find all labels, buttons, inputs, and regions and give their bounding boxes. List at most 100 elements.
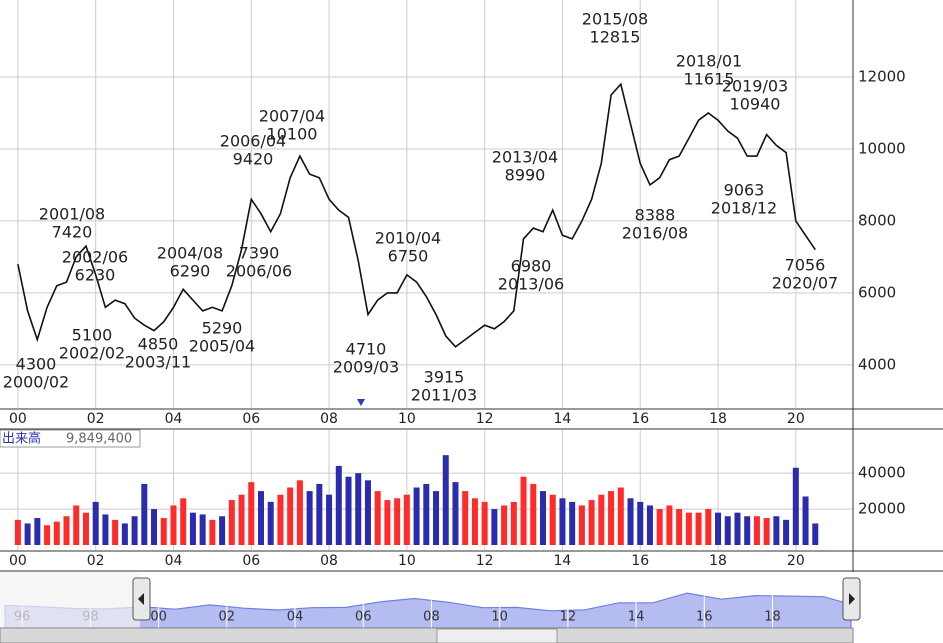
volume-bar [539, 491, 546, 545]
volume-bar [374, 491, 381, 545]
volume-bar [783, 519, 790, 545]
annotation-value: 4710 [346, 340, 387, 359]
volume-bar [73, 505, 80, 545]
y-tick-label: 12000 [858, 67, 906, 85]
x-tick-label: 00 [9, 553, 27, 569]
volume-bar [530, 483, 537, 545]
plot-layer: 00 02 04 06 08 10 12 14 16 18 20 4000 6000 8000 10000 1… [0, 0, 906, 629]
volume-bar [131, 516, 138, 545]
annotation-date: 2002/06 [62, 248, 128, 267]
volume-bar [296, 480, 303, 545]
x-tick-label: 14 [554, 553, 572, 569]
annotation-date: 2018/12 [711, 199, 777, 218]
annotation-date: 2002/02 [59, 344, 125, 363]
scroll-track[interactable] [0, 627, 854, 643]
x-tick-label: 02 [219, 610, 236, 625]
volume-bar [160, 518, 167, 545]
y-tick-label: 8000 [858, 211, 896, 229]
frame [0, 0, 943, 572]
y-tick-label: 10000 [858, 139, 906, 157]
volume-bar [753, 516, 760, 545]
annotation-value: 5290 [202, 319, 243, 338]
volume-bar [364, 480, 371, 545]
volume-bar [433, 491, 440, 545]
volume-bar [248, 482, 255, 545]
volume-bar [423, 483, 430, 545]
annotation-value: 9420 [233, 150, 274, 169]
annotation-date: 2007/04 [259, 107, 325, 126]
annotation-date: 2003/11 [125, 353, 191, 372]
annotation-date: 2000/02 [3, 373, 69, 392]
volume-bar [34, 518, 41, 545]
annotation-date: 2011/03 [411, 386, 477, 405]
price-line [17, 82, 816, 348]
volume-bar [267, 501, 274, 545]
scroll-thumb[interactable] [436, 628, 558, 643]
annotation-value: 4850 [138, 335, 179, 354]
volume-bar [277, 494, 284, 545]
x-tick-label: 16 [631, 553, 649, 569]
volume-bar [695, 512, 702, 545]
volume-bar [656, 509, 663, 545]
volume-bar [569, 501, 576, 545]
annotation-value: 6230 [75, 266, 116, 285]
volume-bar [384, 500, 391, 545]
volume-bar [734, 512, 741, 545]
volume-bar [112, 519, 119, 545]
volume-bar [812, 523, 819, 545]
annotation-value: 5100 [72, 326, 113, 345]
annotation-date: 2016/08 [622, 224, 688, 243]
volume-header-box [0, 429, 141, 448]
volume-bar [452, 482, 459, 545]
volume-bar [588, 500, 595, 545]
volume-bar [306, 491, 313, 545]
volume-label: 出来高 [2, 431, 41, 447]
volume-bar [238, 494, 245, 545]
volume-bar [598, 494, 605, 545]
volume-bar [792, 467, 799, 545]
annotation-date: 2013/04 [492, 148, 558, 167]
volume-bar [481, 501, 488, 545]
volume-bar [491, 509, 498, 545]
volume-bar [44, 525, 51, 545]
x-tick-label: 04 [165, 553, 183, 569]
annotation-date: 2019/03 [722, 77, 788, 96]
x-tick-label: 16 [631, 411, 649, 427]
annotation-value: 6980 [511, 257, 552, 276]
volume-bar [82, 512, 89, 545]
volume-bar [199, 514, 206, 545]
volume-bar [228, 500, 235, 545]
volume-bar [549, 494, 556, 545]
scrollbar [0, 577, 861, 643]
volume-bar [180, 498, 187, 545]
volume-bar [189, 512, 196, 545]
annotation-value: 3915 [424, 368, 465, 387]
volume-bar [676, 509, 683, 545]
volume-bar [510, 501, 517, 545]
x-tick-label: 02 [87, 411, 105, 427]
volume-bar [121, 523, 128, 545]
volume-bar [170, 505, 177, 545]
x-tick-label: 06 [355, 610, 372, 625]
annotation-value: 4300 [16, 355, 57, 374]
volume-bar [345, 476, 352, 545]
x-tick-label: 14 [554, 411, 572, 427]
volume-bar [773, 516, 780, 545]
handle-arrow [849, 593, 855, 605]
annotation-date: 2006/06 [226, 262, 292, 281]
volume-bar [471, 498, 478, 545]
volume-bar [462, 491, 469, 545]
volume-header: 出来高 9,849,400 [0, 429, 141, 448]
volume-bar [335, 465, 342, 545]
volume-bar [287, 487, 294, 545]
navigator-outside-range [0, 572, 140, 628]
volume-bar [257, 491, 264, 545]
x-tick-label: 06 [242, 553, 260, 569]
x-tick-label: 08 [320, 411, 338, 427]
x-tick-label: 18 [709, 411, 727, 427]
volume-bar [219, 516, 226, 545]
x-tick-label: 16 [696, 610, 713, 625]
annotation-value: 9063 [724, 181, 765, 200]
